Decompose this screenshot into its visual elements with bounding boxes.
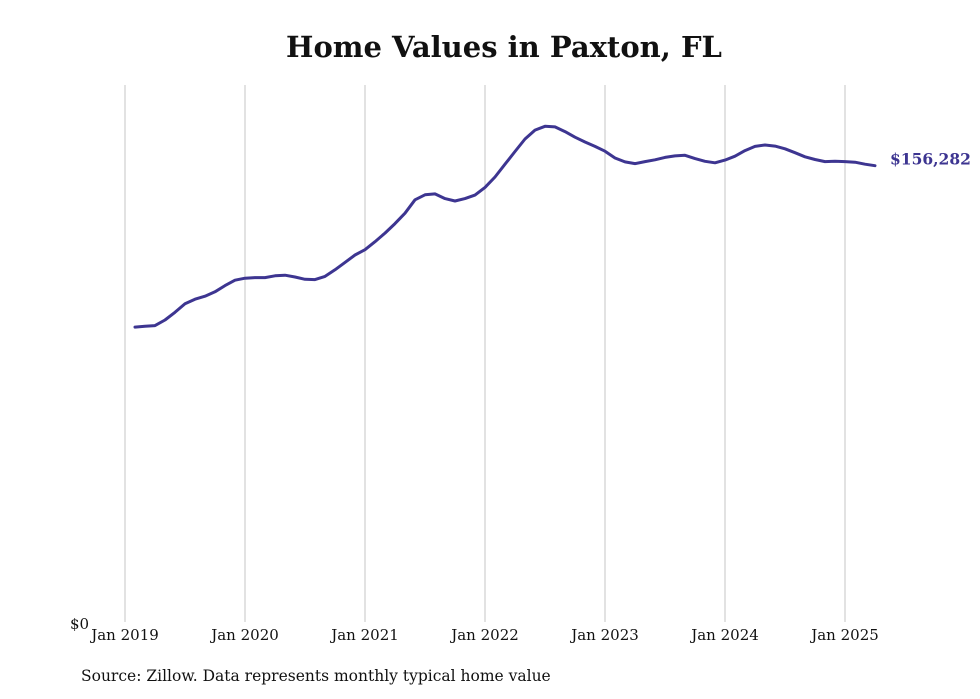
source-note: Source: Zillow. Data represents monthly …	[81, 667, 551, 685]
x-axis-tick-label: Jan 2022	[449, 626, 519, 644]
x-axis-tick-label: Jan 2025	[809, 626, 879, 644]
x-axis-ticks: Jan 2019 Jan 2020 Jan 2021 Jan 2022 Jan 2023…	[89, 626, 879, 644]
x-axis-tick-label: Jan 2021	[329, 626, 399, 644]
x-axis-tick-label: Jan 2019	[89, 626, 159, 644]
y-axis-tick-label: $0	[70, 615, 89, 633]
x-axis-tick-label: Jan 2020	[209, 626, 279, 644]
latest-value-label: $156,282	[890, 150, 971, 169]
vertical-gridlines	[124, 85, 846, 622]
home-value-line	[133, 124, 877, 329]
x-axis-tick-label: Jan 2023	[569, 626, 639, 644]
chart-title: Home Values in Paxton, FL	[286, 30, 722, 64]
x-axis-tick-label: Jan 2024	[689, 626, 759, 644]
